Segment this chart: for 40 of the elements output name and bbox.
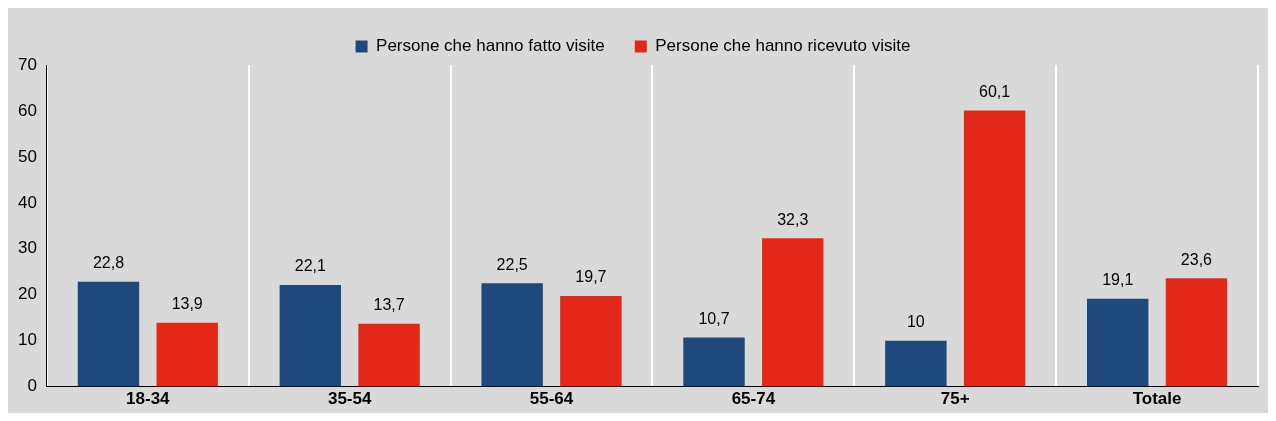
bar — [1165, 278, 1228, 387]
x-tick-label: 75+ — [940, 389, 970, 409]
x-tick-label: 35-54 — [327, 389, 372, 409]
bar — [963, 110, 1026, 387]
bar — [885, 340, 947, 387]
y-tick-label: 20 — [17, 284, 37, 304]
data-label: 60,1 — [979, 82, 1011, 100]
bar — [1087, 298, 1149, 387]
y-tick-label: 50 — [17, 146, 37, 166]
x-tick-label: 55-64 — [529, 389, 574, 409]
data-label: 23,6 — [1180, 250, 1213, 268]
data-label: 13,7 — [373, 296, 405, 314]
bar — [560, 296, 622, 387]
data-label: 22,5 — [496, 255, 528, 273]
y-tick-label: 70 — [17, 54, 37, 74]
bar — [279, 285, 342, 387]
data-label: 10,7 — [698, 309, 730, 327]
bar — [481, 283, 543, 387]
bar — [683, 337, 745, 387]
x-tick-label: 18-34 — [126, 389, 171, 409]
x-tick-label: 65-74 — [731, 389, 776, 409]
data-label: 22,8 — [92, 254, 125, 272]
data-label: 10 — [906, 313, 925, 331]
y-tick-label: 40 — [17, 192, 37, 212]
y-tick-label: 0 — [27, 376, 37, 396]
y-tick-label: 60 — [17, 100, 37, 120]
y-tick-label: 30 — [17, 238, 37, 258]
bar — [762, 238, 824, 387]
y-tick-label: 10 — [17, 330, 37, 350]
legend-label: Persone che hanno fatto visite — [376, 36, 605, 56]
data-label: 19,1 — [1102, 271, 1134, 289]
data-label: 22,1 — [294, 257, 326, 275]
data-label: 13,9 — [171, 295, 203, 313]
bar — [77, 281, 140, 387]
legend-label: Persone che hanno ricevuto visite — [655, 36, 911, 56]
data-label: 19,7 — [575, 268, 607, 286]
bar — [358, 323, 420, 387]
bar — [156, 322, 218, 387]
x-tick-label: Totale — [1132, 389, 1182, 409]
data-label: 32,3 — [777, 210, 809, 228]
